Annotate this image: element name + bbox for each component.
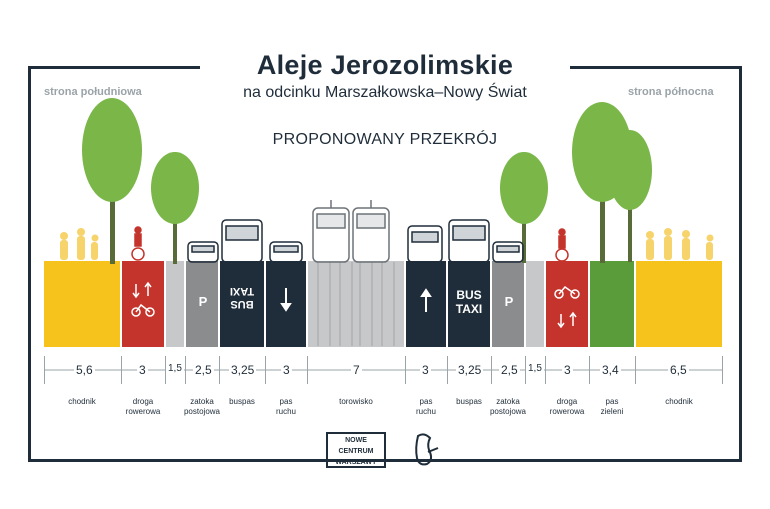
label-bike-right: droga rowerowa xyxy=(549,397,585,416)
label-bike-left: droga rowerowa xyxy=(125,397,161,416)
band-buffer-left xyxy=(166,261,184,347)
band-sidewalk-left xyxy=(44,261,120,347)
width-sidewalk-right: 6,5 xyxy=(668,363,689,377)
width-buffer-left: 1,5 xyxy=(166,363,184,374)
width-green-strip: 3,4 xyxy=(600,363,621,377)
label-parking-right: zatoka postojowa xyxy=(489,397,527,416)
subtitle: na odcinku Marszałkowska–Nowy Świat xyxy=(243,84,527,101)
tram-icon xyxy=(312,200,390,263)
label-buslane-left: buspas xyxy=(229,397,255,406)
band-tramway xyxy=(308,261,404,347)
label-lane-left: pas ruchu xyxy=(275,397,296,416)
label-green-strip: pas zieleni xyxy=(600,397,624,416)
title: Aleje Jerozolimskie xyxy=(256,50,514,80)
section-heading: PROPONOWANY PRZEKRÓJ xyxy=(272,131,498,148)
car-icon xyxy=(187,241,524,263)
bus-icon xyxy=(221,219,490,263)
lane-arrow-down-icon xyxy=(280,288,292,312)
cyclist-icon xyxy=(131,226,569,262)
pedestrian-icon xyxy=(60,228,714,260)
parking-sign-right: P xyxy=(504,294,514,309)
label-tramway: torowisko xyxy=(339,397,373,406)
bus-taxi-sign-left: BUS TAXI xyxy=(229,285,255,310)
width-parking-left: 2,5 xyxy=(193,363,214,377)
band-green-strip xyxy=(590,261,634,347)
width-buslane-left: 3,25 xyxy=(229,363,257,377)
band-bike-left xyxy=(122,261,164,347)
label-sidewalk-left: chodnik xyxy=(68,397,96,406)
label-buslane-right: buspas xyxy=(456,397,482,406)
label-sidewalk-right: chodnik xyxy=(665,397,693,406)
label-parking-left: zatoka postojowa xyxy=(183,397,221,416)
lane-arrow-up-icon xyxy=(420,288,432,312)
width-buffer-right: 1,5 xyxy=(526,363,544,374)
band-bike-right xyxy=(546,261,588,347)
van-icon xyxy=(407,225,443,263)
width-tramway: 7 xyxy=(351,363,362,377)
band-buslane-left xyxy=(220,261,264,347)
band-sidewalk-right xyxy=(636,261,722,347)
width-parking-right: 2,5 xyxy=(499,363,520,377)
side-label-right: strona północna xyxy=(628,86,714,98)
width-bike-left: 3 xyxy=(137,363,148,377)
nowe-centrum-warszawy-logo: NOWE CENTRUM WARSZAWY xyxy=(326,432,386,468)
band-parking-right xyxy=(492,261,524,347)
parking-sign-left: P xyxy=(198,294,208,309)
label-lane-right: pas ruchu xyxy=(415,397,436,416)
band-buffer-right xyxy=(526,261,544,347)
bus-taxi-sign-right: BUS TAXI xyxy=(455,288,483,316)
width-buslane-right: 3,25 xyxy=(456,363,484,377)
tree-icon xyxy=(82,98,652,264)
width-lane-right: 3 xyxy=(420,363,431,377)
side-label-left: strona południowa xyxy=(44,86,142,98)
band-parking-left xyxy=(186,261,218,347)
width-sidewalk-left: 5,6 xyxy=(74,363,95,377)
width-bike-right: 3 xyxy=(562,363,573,377)
band-buslane-right xyxy=(448,261,490,347)
bike-lane-left-icon xyxy=(131,281,155,317)
bike-lane-right-icon xyxy=(554,285,580,329)
width-lane-left: 3 xyxy=(281,363,292,377)
